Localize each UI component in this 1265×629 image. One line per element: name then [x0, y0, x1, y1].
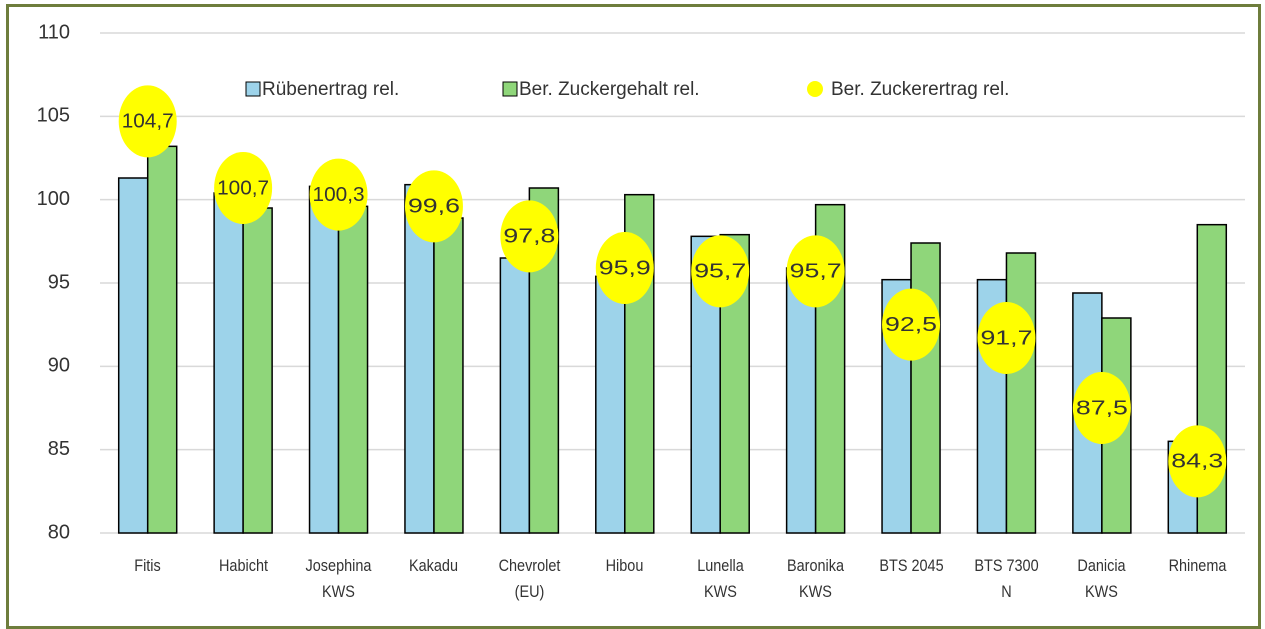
y-tick-label: 110	[38, 21, 70, 43]
x-tick-label: Josephina KWS	[305, 556, 372, 601]
y-tick-label: 100	[37, 188, 70, 210]
marker	[1168, 425, 1227, 498]
legend-swatch	[245, 81, 261, 97]
bar	[308, 185, 340, 534]
marker	[404, 170, 463, 243]
x-tick-label: Baronika KWS	[787, 556, 845, 601]
marker	[500, 200, 559, 273]
x-tick-label: Hibou	[605, 556, 644, 575]
bar	[910, 242, 941, 534]
data-label: 100,7	[217, 177, 269, 199]
data-label: 97,8	[503, 226, 555, 248]
legend-label: Ber. Zuckerertrag rel.	[831, 79, 1009, 100]
bar	[337, 205, 369, 534]
data-label: 95,7	[694, 261, 746, 283]
x-tick-label: BTS 7300 N	[974, 556, 1039, 601]
y-tick-label: 90	[48, 355, 70, 377]
marker	[309, 158, 368, 231]
x-tick-label: Chevrolet (EU)	[498, 556, 561, 601]
data-label: 99,6	[408, 196, 460, 218]
bar	[1005, 252, 1037, 534]
x-tick-label: Rhinema	[1168, 556, 1227, 575]
bar	[242, 207, 273, 534]
x-tick-label: Lunella KWS	[696, 556, 744, 601]
legend-swatch	[502, 81, 518, 97]
bar	[499, 257, 531, 534]
marker	[786, 235, 845, 308]
marker	[882, 288, 941, 361]
marker	[118, 85, 177, 158]
bar	[595, 275, 626, 534]
data-label: 87,5	[1076, 397, 1128, 419]
y-tick-label: 95	[48, 271, 70, 293]
data-label: 95,9	[599, 257, 651, 279]
y-tick-label: 85	[48, 438, 70, 460]
x-tick-label: Danicia KWS	[1077, 556, 1126, 601]
data-label: 100,3	[313, 184, 365, 206]
data-label: 91,7	[980, 327, 1032, 349]
data-label: 95,7	[790, 261, 842, 283]
x-tick-label: BTS 2045	[878, 556, 944, 575]
x-tick-label: Fitis	[134, 556, 161, 575]
data-label: 104,7	[122, 111, 174, 133]
bar	[213, 192, 244, 534]
x-tick-label: Habicht	[218, 556, 268, 575]
marker	[214, 152, 273, 224]
bar	[117, 177, 149, 534]
legend-label: Ber. Zuckergehalt rel.	[519, 79, 700, 100]
y-tick-label: 105	[37, 105, 70, 127]
data-label: 92,5	[885, 314, 937, 336]
x-tick-label: Kakadu	[409, 556, 459, 575]
bar	[404, 183, 435, 534]
legend-label: Rübenertrag rel.	[262, 79, 399, 100]
y-tick-label: 80	[48, 521, 70, 543]
bar	[146, 145, 178, 534]
marker	[977, 302, 1036, 374]
data-label: 84,3	[1171, 451, 1223, 473]
legend-swatch	[807, 81, 823, 97]
bar	[785, 267, 817, 534]
frame	[6, 4, 1261, 629]
marker	[691, 235, 750, 308]
bar	[433, 217, 464, 534]
marker	[595, 232, 654, 304]
marker	[1072, 372, 1131, 444]
